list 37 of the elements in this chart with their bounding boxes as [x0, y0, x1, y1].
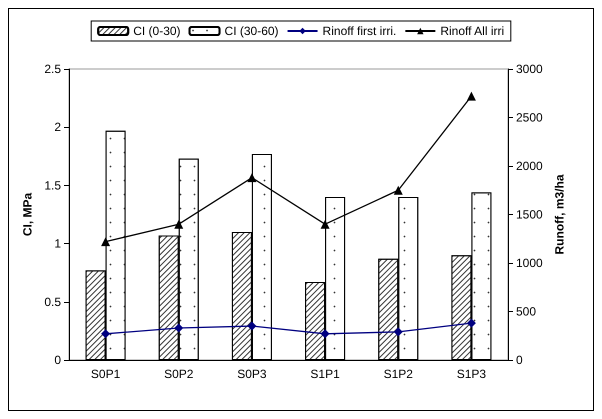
x-tick-label: S0P3 — [237, 367, 267, 381]
x-tick-label: S0P2 — [164, 367, 194, 381]
point — [247, 173, 256, 182]
point — [466, 92, 476, 101]
point — [466, 318, 476, 328]
point — [394, 186, 403, 195]
y2-tick-label: 500 — [516, 304, 536, 318]
point — [174, 323, 184, 332]
y2-axis-title: Runoff, m3/ha — [552, 174, 567, 254]
legend-label: Rinoff All irri — [440, 24, 504, 38]
y-tick-label: 0 — [54, 353, 62, 367]
point — [247, 322, 256, 331]
y-axis-title: CI, MPa — [20, 192, 34, 236]
point — [101, 329, 110, 338]
y2-tick-label: 1500 — [516, 208, 544, 222]
legend-label: CI (0-30) — [133, 24, 181, 38]
point — [394, 327, 403, 336]
y2-tick-label: 3000 — [516, 62, 544, 76]
point — [174, 220, 184, 229]
y-tick-label: 2 — [54, 120, 62, 134]
x-tick-label: S1P1 — [310, 367, 340, 381]
legend-label: CI (30-60) — [224, 24, 279, 38]
point — [320, 329, 330, 338]
y-tick-label: 2.5 — [44, 62, 62, 76]
x-tick-label: S1P2 — [384, 367, 414, 381]
y2-tick-label: 2000 — [516, 159, 544, 173]
point — [320, 220, 330, 229]
y2-tick-label: 1000 — [516, 256, 544, 270]
point — [101, 237, 110, 246]
y-tick-label: 1.5 — [44, 178, 62, 192]
y-tick-label: 0.5 — [44, 294, 62, 309]
y2-tick-label: 2500 — [516, 110, 544, 124]
x-tick-label: S0P1 — [90, 367, 121, 381]
y2-tick-label: 0 — [516, 353, 523, 367]
y-tick-label: 1 — [54, 236, 62, 251]
legend-label: Rinoff first irri. — [322, 24, 396, 38]
x-tick-label: S1P3 — [456, 367, 486, 381]
